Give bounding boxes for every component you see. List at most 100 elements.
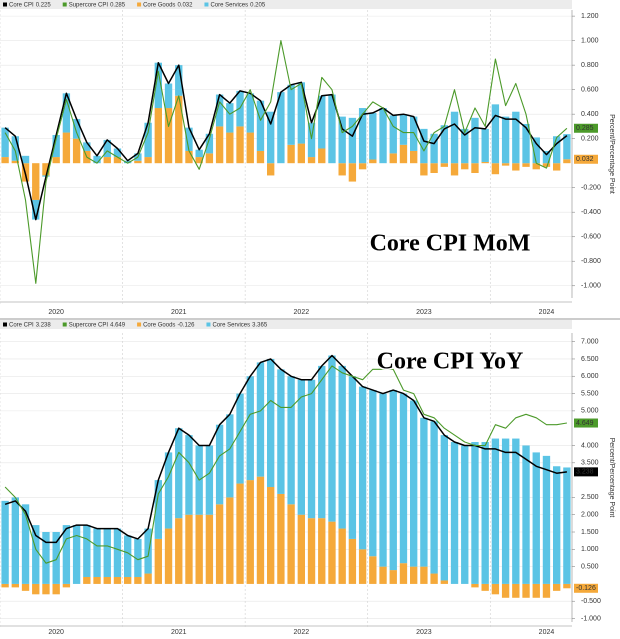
bar <box>256 100 265 151</box>
legend-label: Supercore CPI <box>69 3 109 9</box>
bar <box>93 155 101 164</box>
bar <box>164 452 173 529</box>
bar <box>307 157 316 164</box>
x-tick-label: 2022 <box>294 629 310 636</box>
bar <box>72 525 81 584</box>
bar <box>522 445 530 584</box>
line <box>4 40 568 284</box>
bar <box>532 452 540 584</box>
bar <box>113 157 122 164</box>
bar <box>195 514 203 584</box>
bar <box>450 442 459 584</box>
legend-label: Core CPI <box>9 3 34 9</box>
value-tag <box>574 467 598 477</box>
bar <box>553 136 561 164</box>
bar <box>471 583 479 588</box>
bar <box>93 528 101 578</box>
bar <box>440 163 448 167</box>
bar <box>267 163 275 176</box>
value-tag <box>574 154 598 164</box>
bar <box>481 128 489 162</box>
bar <box>338 116 346 164</box>
bar <box>83 142 91 151</box>
bar <box>307 518 316 584</box>
bar <box>501 116 510 164</box>
bar <box>297 514 305 584</box>
legend-label: Core Goods <box>143 3 175 9</box>
bar <box>1 583 9 588</box>
bar <box>175 65 183 96</box>
bar <box>481 583 489 591</box>
y-tick-label: 4.000 <box>581 442 599 449</box>
bar <box>164 528 173 584</box>
bar <box>21 583 30 591</box>
bar <box>154 62 162 109</box>
bar <box>461 128 469 164</box>
bar <box>42 532 50 584</box>
y-axis-title: Percent/Percentage Point <box>608 438 615 518</box>
bar <box>471 117 479 164</box>
bar <box>501 583 510 598</box>
bar <box>399 563 408 584</box>
value-tag <box>574 583 598 593</box>
legend-label: Core CPI <box>9 323 34 329</box>
bar <box>542 163 551 167</box>
bar <box>215 126 224 164</box>
bar <box>348 117 357 164</box>
bar <box>144 528 152 574</box>
bar <box>154 480 162 539</box>
y-tick-label: 7.000 <box>581 338 599 345</box>
bar <box>287 144 295 164</box>
legend-swatch <box>62 2 67 7</box>
bar <box>430 163 438 173</box>
bar <box>215 424 224 505</box>
bar <box>52 583 60 595</box>
bar <box>410 566 418 584</box>
bar <box>246 132 254 164</box>
bar <box>185 127 193 151</box>
bar <box>471 163 479 173</box>
bar <box>501 163 510 166</box>
bar <box>532 137 540 164</box>
value-tag-label: 0.285 <box>576 125 594 132</box>
chart-title: Core CPI YoY <box>377 349 524 375</box>
bar <box>389 570 397 584</box>
value-tag <box>574 123 598 133</box>
y-tick-label: 1.200 <box>581 13 599 20</box>
legend-swatch <box>206 322 211 327</box>
bar <box>103 139 111 158</box>
y-tick-label: 2.500 <box>581 494 599 501</box>
legend-label: Supercore CPI <box>69 323 109 329</box>
bar <box>420 163 428 176</box>
line <box>4 365 567 564</box>
legend-swatch <box>137 2 142 7</box>
bar <box>358 163 367 170</box>
bar <box>532 583 540 598</box>
chart-title: Core CPI MoM <box>370 231 531 257</box>
bar <box>512 111 520 164</box>
value-tag-label: 0.032 <box>576 156 594 163</box>
value-tag-label: 4.649 <box>576 420 594 427</box>
legend-bar <box>0 0 572 9</box>
bar <box>389 153 397 164</box>
bar <box>144 157 152 164</box>
y-tick-label: -0.400 <box>581 209 601 216</box>
bar <box>338 365 346 529</box>
bar <box>144 122 152 158</box>
bar <box>542 583 551 598</box>
bar <box>21 504 30 584</box>
bar <box>420 128 428 164</box>
bar <box>154 108 162 164</box>
bar <box>369 390 377 557</box>
y-tick-label: 3.500 <box>581 460 599 467</box>
y-axis-title: Percent/Percentage Point <box>608 114 615 194</box>
x-tick-label: 2021 <box>171 629 187 636</box>
bar <box>42 583 50 595</box>
bar <box>42 163 50 176</box>
bar <box>399 144 408 164</box>
bar <box>430 573 438 584</box>
legend-value: 0.032 <box>177 3 193 9</box>
bar <box>420 417 428 567</box>
bar <box>164 83 173 109</box>
